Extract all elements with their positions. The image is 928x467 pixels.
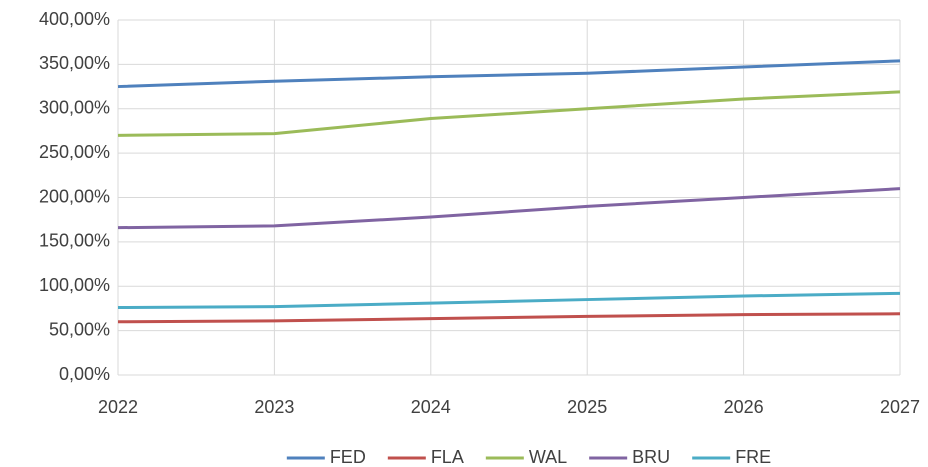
x-tick-label: 2025: [567, 397, 607, 417]
series-line: [117, 90, 901, 137]
legend-label: WAL: [529, 447, 567, 467]
series-line: [117, 312, 901, 324]
x-tick-label: 2026: [724, 397, 764, 417]
series-line: [117, 291, 901, 310]
legend-label: FLA: [431, 447, 464, 467]
legend-label: FED: [330, 447, 366, 467]
x-tick-label: 2027: [880, 397, 920, 417]
y-tick-label: 350,00%: [39, 53, 110, 73]
y-tick-label: 250,00%: [39, 142, 110, 162]
x-tick-label: 2024: [411, 397, 451, 417]
x-tick-label: 2022: [98, 397, 138, 417]
legend-label: BRU: [632, 447, 670, 467]
y-tick-label: 300,00%: [39, 98, 110, 118]
y-tick-label: 100,00%: [39, 275, 110, 295]
y-tick-label: 150,00%: [39, 231, 110, 251]
legend-label: FRE: [735, 447, 771, 467]
series-line: [117, 59, 901, 89]
series-line: [117, 187, 901, 230]
y-tick-label: 200,00%: [39, 186, 110, 206]
x-tick-label: 2023: [254, 397, 294, 417]
y-tick-label: 50,00%: [49, 319, 110, 339]
y-tick-label: 400,00%: [39, 9, 110, 29]
y-tick-label: 0,00%: [59, 364, 110, 384]
